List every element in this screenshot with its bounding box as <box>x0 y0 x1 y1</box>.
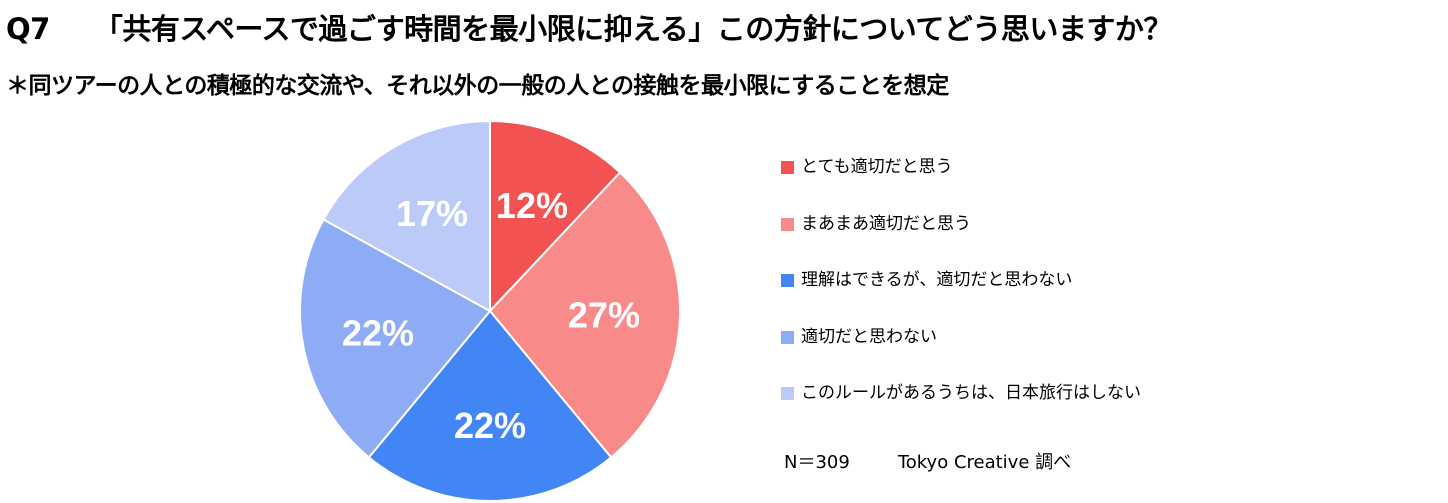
sample-size: N＝309 <box>784 452 850 473</box>
legend-item: 理解はできるが、適切だと思わない <box>781 265 1141 322</box>
legend-item: とても適切だと思う <box>781 152 1141 209</box>
slice-data-label: 22% <box>454 405 526 446</box>
slice-data-label: 27% <box>568 295 640 336</box>
question-text: 「共有スペースで過ごす時間を最小限に抑える」この方針についてどう思いますか？ <box>93 12 1173 46</box>
legend-item: 適切だと思わない <box>781 322 1141 379</box>
pie-slice <box>299 218 492 459</box>
legend-label: まあまあ適切だと思う <box>801 213 971 234</box>
chart-legend: とても適切だと思う まあまあ適切だと思う理解はできるが、適切だと思わない 適切だと思… <box>781 152 1141 435</box>
pie-slice <box>489 119 622 314</box>
slice-data-label: 12% <box>496 185 568 226</box>
legend-swatch <box>781 274 794 287</box>
pie-slice <box>367 309 613 502</box>
slice-data-label: 17% <box>396 193 468 234</box>
pie-slice <box>322 119 491 313</box>
legend-item: このルールがあるうちは、日本旅行はしない <box>781 378 1141 435</box>
legend-swatch <box>781 387 794 400</box>
chart-subtitle: ＊同ツアーの人との積極的な交流や、それ以外の一般の人との接触を最小限にすることを… <box>6 73 949 99</box>
pie-slice <box>488 171 681 459</box>
legend-label: このルールがあるうちは、日本旅行はしない <box>801 383 1141 403</box>
legend-label: 理解はできるが、適切だと思わない <box>801 270 1073 290</box>
legend-label: とても適切だと思う <box>801 157 953 177</box>
legend-item: まあまあ適切だと思う <box>781 209 1141 266</box>
legend-label: 適切だと思わない <box>801 326 937 347</box>
question-number: Q7 <box>6 12 50 46</box>
legend-swatch <box>781 161 794 174</box>
legend-swatch <box>781 330 794 344</box>
chart-footer: N＝309 Tokyo Creative 調べ <box>784 448 1071 474</box>
slice-data-label: 22% <box>342 312 414 353</box>
source-credit: Tokyo Creative 調べ <box>897 452 1072 473</box>
chart-title: Q7 「共有スペースで過ごす時間を最小限に抑える」この方針についてどう思いますか？ <box>6 6 1172 48</box>
legend-swatch <box>781 217 794 231</box>
